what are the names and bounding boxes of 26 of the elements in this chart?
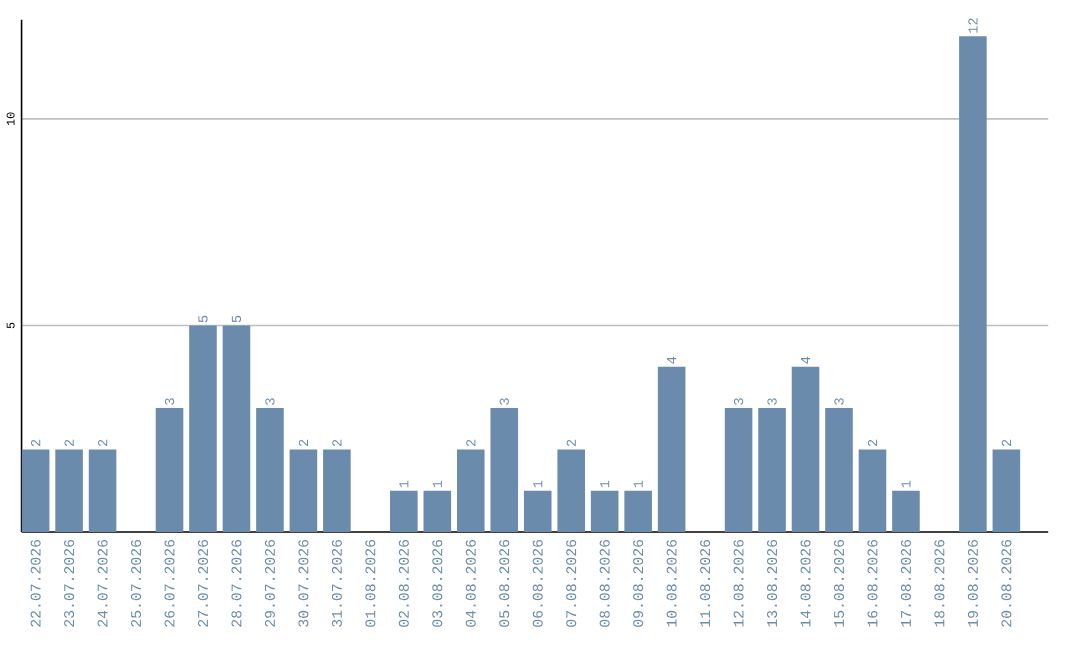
bar [590, 490, 619, 533]
bar [523, 490, 552, 533]
bar [323, 449, 351, 533]
bar [657, 366, 686, 533]
bar [21, 449, 50, 533]
bar [557, 449, 585, 533]
bar [155, 408, 184, 533]
bar [992, 449, 1021, 533]
bar [624, 490, 652, 533]
bar [88, 449, 117, 533]
bar [892, 490, 920, 533]
bar [758, 408, 786, 533]
bar [456, 449, 485, 533]
bar [55, 449, 83, 533]
bar [390, 490, 418, 533]
bar [289, 449, 318, 533]
bar [858, 449, 887, 533]
bar [825, 408, 853, 533]
bar [256, 408, 284, 533]
bar [222, 325, 251, 533]
bar [189, 325, 217, 533]
bar [490, 408, 519, 533]
bar [959, 36, 987, 533]
bar [724, 408, 753, 533]
bar [791, 366, 820, 533]
bar [423, 490, 452, 533]
